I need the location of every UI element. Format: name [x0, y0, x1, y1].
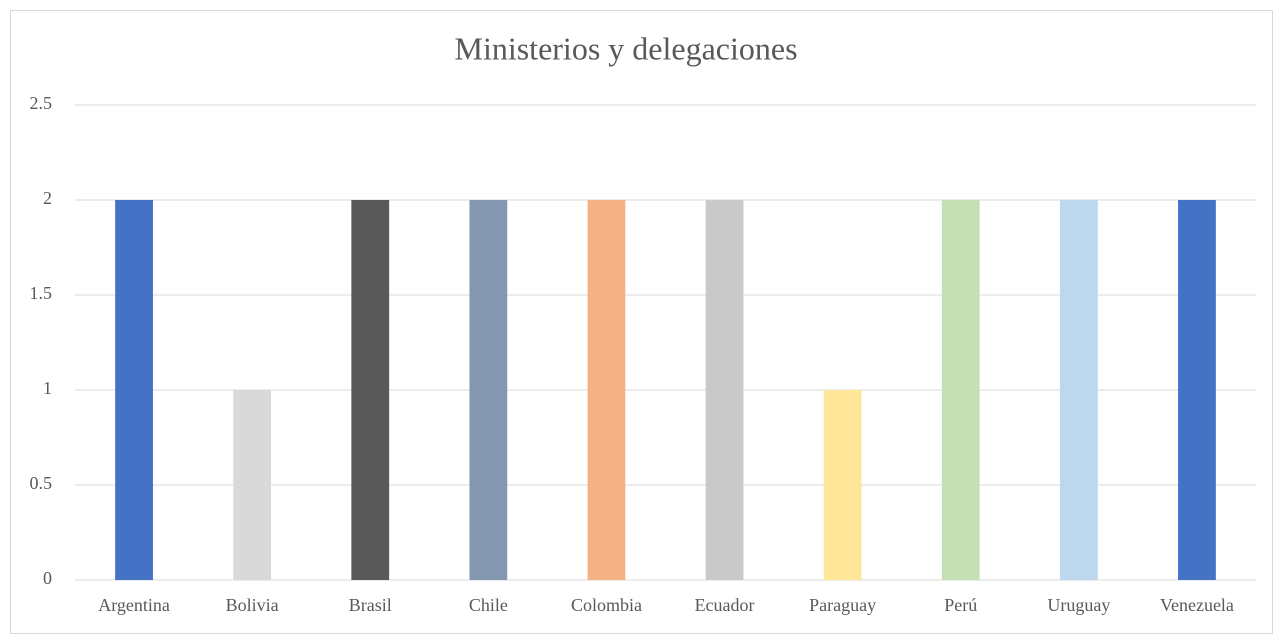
bar: [823, 390, 862, 580]
y-tick-label: 1.5: [30, 283, 53, 303]
x-tick-label: Bolivia: [226, 595, 279, 615]
x-tick-label: Chile: [469, 595, 508, 615]
bar: [587, 200, 626, 580]
bar: [233, 390, 272, 580]
x-tick-label: Uruguay: [1047, 595, 1110, 615]
x-tick-label: Brasil: [349, 595, 392, 615]
y-tick-label: 0.5: [30, 473, 53, 493]
bar: [351, 200, 390, 580]
x-tick-label: Ecuador: [695, 595, 755, 615]
x-tick-label: Venezuela: [1160, 595, 1234, 615]
x-tick-label: Paraguay: [809, 595, 876, 615]
y-tick-label: 0: [43, 568, 52, 588]
bar: [1059, 200, 1098, 580]
chart-title: Ministerios y delegaciones: [454, 30, 797, 66]
bar: [115, 200, 153, 580]
x-tick-label: Perú: [944, 595, 977, 615]
bar: [1178, 200, 1216, 580]
bar: [469, 200, 508, 580]
y-tick-label: 1: [43, 378, 52, 398]
y-tick-label: 2: [43, 188, 52, 208]
y-tick-label: 2.5: [30, 93, 53, 113]
bar: [705, 200, 744, 580]
x-tick-label: Argentina: [98, 595, 170, 615]
x-tick-label: Colombia: [571, 595, 642, 615]
bar: [941, 200, 980, 580]
